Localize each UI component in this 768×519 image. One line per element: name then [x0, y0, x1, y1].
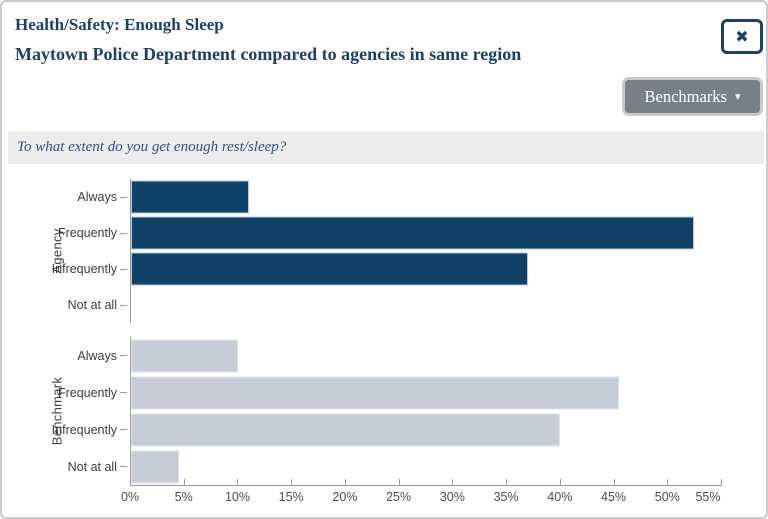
x-axis-tick-label: 0%	[120, 490, 140, 504]
x-axis-tick-label: 15%	[278, 490, 304, 504]
x-axis-tick	[506, 479, 508, 486]
close-button[interactable]: ✖	[721, 19, 763, 54]
x-axis-tick-label: 30%	[439, 490, 465, 504]
benchmark-bar-always	[131, 339, 239, 372]
benchmark-panel: Benchmark Always Frequently Infrequently No…	[2, 337, 721, 485]
agency-bar-infrequently	[131, 252, 528, 286]
bar-track	[131, 252, 721, 286]
agency-bar-frequently	[131, 216, 695, 250]
agency-rows: Always Frequently Infrequently Not at all	[2, 179, 721, 323]
category-tick	[120, 392, 127, 393]
bar-track	[131, 180, 721, 214]
x-axis-tick	[721, 479, 722, 486]
chart-row: Always	[2, 179, 721, 215]
category-label: Frequently	[57, 385, 117, 400]
close-icon: ✖	[735, 26, 749, 46]
x-axis-tick-label: 20%	[332, 490, 358, 504]
chart-row: Infrequently	[2, 251, 721, 287]
category-tick	[120, 355, 127, 356]
category-tick	[120, 268, 127, 270]
category-label: Always	[77, 348, 117, 363]
x-axis-tick	[130, 479, 131, 486]
x-axis-tick	[398, 479, 400, 486]
benchmark-rows: Always Frequently Infrequently Not at all	[2, 337, 721, 485]
question-text: To what extent do you get enough rest/sl…	[17, 139, 287, 155]
x-axis-tick-label: 45%	[601, 490, 627, 504]
chart-row: Not at all	[2, 287, 721, 323]
x-axis-tick	[667, 479, 669, 486]
page-subtitle: Maytown Police Department compared to ag…	[15, 44, 522, 64]
bar-track	[131, 413, 721, 446]
page-title: Health/Safety: Enough Sleep	[15, 15, 224, 34]
bar-track	[131, 216, 721, 250]
benchmark-bar-infrequently	[131, 413, 561, 446]
x-axis-tick-label: 35%	[493, 490, 519, 504]
category-label: Not at all	[67, 459, 117, 474]
question-bar: To what extent do you get enough rest/sl…	[8, 131, 764, 164]
x-axis-tick-label: 5%	[174, 490, 193, 504]
x-axis-tick	[613, 479, 615, 486]
x-axis-tick-label: 40%	[547, 490, 573, 504]
bar-track	[131, 450, 721, 483]
x-axis-tick	[183, 479, 185, 486]
x-axis-tick	[452, 479, 454, 486]
x-axis-tick-label: 10%	[224, 490, 250, 504]
chart-row: Always	[2, 337, 721, 374]
chart-row: Infrequently	[2, 411, 721, 448]
category-label: Infrequently	[51, 422, 117, 437]
category-label: Always	[77, 190, 117, 204]
y-axis-title-benchmark: Benchmark	[49, 376, 65, 446]
benchmark-bar-frequently	[131, 376, 620, 409]
category-label: Infrequently	[51, 262, 117, 276]
benchmarks-dropdown-label: Benchmarks	[644, 86, 727, 106]
category-tick	[120, 196, 127, 198]
x-axis-tick	[344, 479, 346, 486]
chart-row: Frequently	[2, 374, 721, 411]
category-label: Frequently	[57, 226, 117, 240]
agency-y-axis-line	[130, 179, 131, 323]
bar-track	[131, 376, 721, 409]
bar-track	[131, 289, 721, 322]
x-axis-tick	[237, 479, 239, 486]
benchmarks-dropdown-button[interactable]: Benchmarks ▾	[622, 77, 763, 116]
y-axis-title-agency: Agency	[49, 228, 65, 274]
agency-panel: Agency Always Frequently Infrequently Not a…	[2, 179, 721, 323]
x-axis-tick-label: 55%	[695, 490, 721, 504]
benchmark-bar-not-at-all	[131, 450, 180, 483]
category-tick	[120, 466, 127, 467]
chevron-down-icon: ▾	[734, 90, 741, 103]
benchmark-y-axis-line	[130, 337, 131, 485]
category-tick	[120, 304, 127, 306]
bar-track	[131, 339, 721, 372]
chart-row: Not at all	[2, 448, 721, 485]
category-tick	[120, 232, 127, 234]
x-axis: 0% 5% 10% 15% 20% 25% 30% 35% 40% 45% 50% 55%	[121, 479, 722, 504]
category-tick	[120, 429, 127, 430]
chart-row: Frequently	[2, 215, 721, 251]
x-axis-tick-label: 50%	[654, 490, 680, 504]
x-axis-tick-label: 25%	[386, 490, 412, 504]
category-label: Not at all	[67, 298, 117, 312]
x-axis-tick	[291, 479, 293, 486]
agency-bar-always	[131, 180, 249, 214]
x-axis-tick	[559, 479, 561, 486]
